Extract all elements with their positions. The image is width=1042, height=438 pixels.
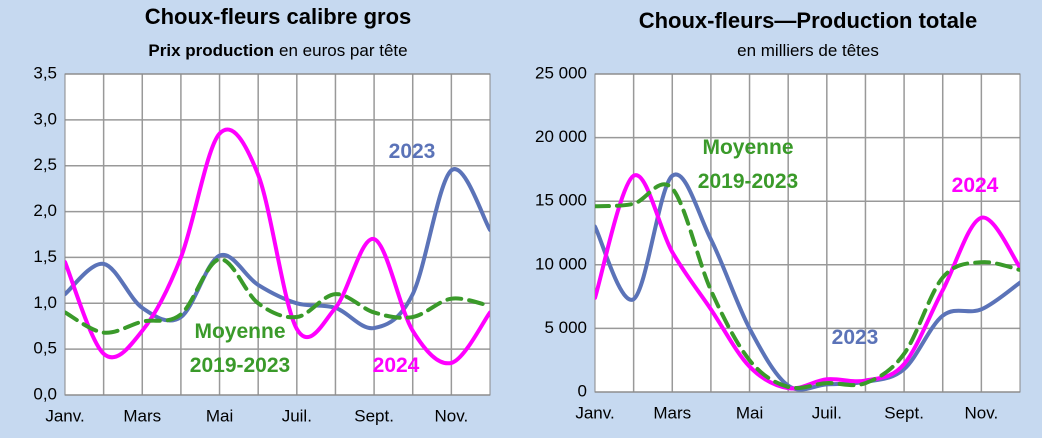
y-tick-label: 10 000 xyxy=(535,254,587,273)
x-tick-label: Sept. xyxy=(884,403,924,422)
chart-subtitle: Prix production en euros par tête xyxy=(148,41,407,60)
series-label: 2023 xyxy=(831,326,879,349)
series-label: 2024 xyxy=(951,174,999,197)
x-tick-label: Mars xyxy=(123,406,161,425)
x-tick-label: Juil. xyxy=(282,406,312,425)
y-tick-label: 15 000 xyxy=(535,191,587,210)
x-tick-label: Mai xyxy=(206,406,233,425)
series-label: 2023 xyxy=(388,140,436,163)
series-label: 2024 xyxy=(372,354,420,377)
series-label: Moyenne 2019-2023 xyxy=(189,320,291,377)
y-tick-label: 0,5 xyxy=(33,339,57,358)
x-tick-label: Janv. xyxy=(575,403,614,422)
series-group xyxy=(65,127,490,366)
y-tick-label: 20 000 xyxy=(535,127,587,146)
chart-title: Choux-fleurs calibre gros xyxy=(145,4,412,29)
series-line xyxy=(595,182,1020,391)
subtitle-part: en euros par tête xyxy=(279,41,408,60)
series-group xyxy=(595,172,1020,392)
plot-border xyxy=(64,73,491,396)
x-tick-label: Sept. xyxy=(354,406,394,425)
chart-subtitle: en milliers de têtes xyxy=(737,41,879,60)
y-tick-label: 1,5 xyxy=(33,247,57,266)
x-tick-label: Mars xyxy=(653,403,691,422)
y-tick-label: 0,0 xyxy=(33,384,57,403)
y-tick-label: 3,0 xyxy=(33,109,57,128)
y-tick-label: 5 000 xyxy=(544,318,587,337)
series-line xyxy=(65,127,490,366)
subtitle-part: en milliers de têtes xyxy=(737,41,879,60)
x-tick-label: Nov. xyxy=(435,406,469,425)
x-tick-label: Janv. xyxy=(45,406,84,425)
y-tick-label: 2,0 xyxy=(33,201,57,220)
series-line xyxy=(65,257,490,335)
series-label: Moyenne 2019-2023 xyxy=(697,136,799,193)
y-tick-label: 3,5 xyxy=(33,63,57,82)
plot-border xyxy=(594,73,1021,393)
chart-title: Choux-fleurs—Production totale xyxy=(639,8,978,33)
x-tick-label: Juil. xyxy=(812,403,842,422)
x-tick-label: Nov. xyxy=(965,403,999,422)
y-tick-label: 0 xyxy=(578,381,587,400)
y-tick-label: 1,0 xyxy=(33,293,57,312)
x-tick-label: Mai xyxy=(736,403,763,422)
subtitle-part: Prix production xyxy=(148,41,274,60)
y-tick-label: 2,5 xyxy=(33,155,57,174)
y-tick-label: 25 000 xyxy=(535,63,587,82)
